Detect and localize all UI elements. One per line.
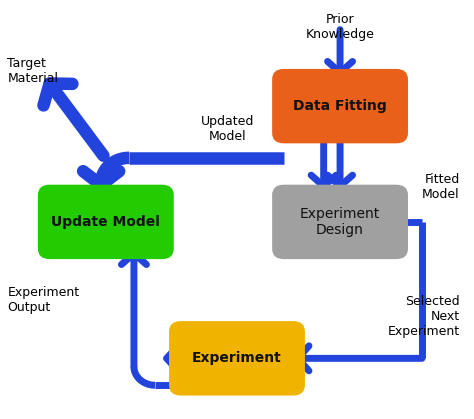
Text: Experiment
Design: Experiment Design [300,207,380,237]
Text: Experiment: Experiment [192,352,282,365]
Text: Selected
Next
Experiment: Selected Next Experiment [387,295,459,339]
Text: Experiment
Output: Experiment Output [8,287,80,314]
Text: Data Fitting: Data Fitting [293,99,387,113]
Text: Updated
Model: Updated Model [201,115,255,143]
FancyBboxPatch shape [38,185,174,259]
FancyBboxPatch shape [272,185,408,259]
Text: Fitted
Model: Fitted Model [422,173,459,201]
Text: Target
Material: Target Material [8,57,58,85]
Text: Prior
Knowledge: Prior Knowledge [306,13,374,41]
Text: Update Model: Update Model [51,215,160,229]
FancyBboxPatch shape [272,69,408,143]
FancyBboxPatch shape [169,321,305,396]
